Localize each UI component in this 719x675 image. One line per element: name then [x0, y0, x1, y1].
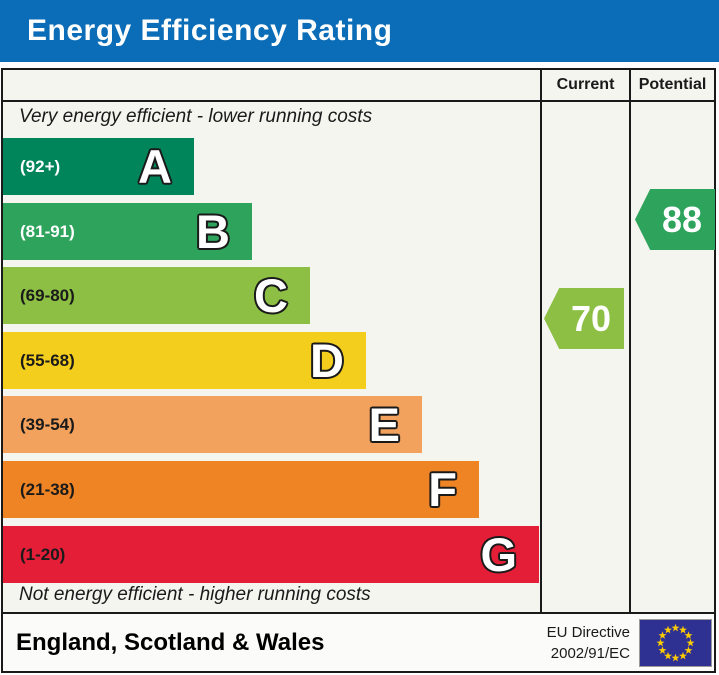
- band-range-label: (21-38): [20, 479, 75, 499]
- header-divider-line: [3, 100, 714, 102]
- band-row-c: (69-80) C: [3, 267, 310, 324]
- footer-row: England, Scotland & Wales EU Directive 2…: [3, 612, 714, 671]
- page-title: Energy Efficiency Rating: [27, 14, 393, 47]
- current-rating-value: 70: [570, 297, 612, 339]
- current-column-separator: [540, 70, 542, 612]
- rating-table: Current Potential Very energy efficient …: [1, 68, 716, 673]
- band-range-label: (69-80): [20, 285, 75, 305]
- band-letter: C: [254, 269, 288, 322]
- band-range-label: (81-91): [20, 221, 75, 241]
- band-row-f: (21-38) F: [3, 461, 479, 518]
- band-range-label: (92+): [20, 156, 61, 176]
- potential-column-separator: [629, 70, 631, 612]
- title-bar: Energy Efficiency Rating: [0, 0, 719, 62]
- band-row-d: (55-68) D: [3, 332, 366, 389]
- eu-directive-line2: 2002/91/EC: [550, 644, 630, 662]
- column-header-potential: Potential: [638, 76, 707, 93]
- eu-directive-label: EU Directive 2002/91/EC: [547, 622, 630, 664]
- band-row-g: (1-20) G: [3, 526, 539, 583]
- region-label: England, Scotland & Wales: [16, 628, 325, 656]
- potential-rating-value: 88: [661, 198, 703, 240]
- column-header-current: Current: [556, 76, 615, 93]
- band-letter: G: [480, 528, 517, 581]
- eu-directive-line1: EU Directive: [546, 623, 630, 641]
- band-letter: F: [428, 463, 457, 516]
- top-note: Very energy efficient - lower running co…: [19, 106, 373, 127]
- band-letter: D: [310, 334, 344, 387]
- band-range-label: (55-68): [20, 350, 75, 370]
- current-rating-arrow: 70: [544, 288, 624, 349]
- band-letter: B: [196, 205, 230, 258]
- band-letter: E: [368, 398, 400, 451]
- eu-flag-icon: [639, 618, 712, 667]
- bottom-note: Not energy efficient - higher running co…: [19, 584, 371, 605]
- band-letter: A: [138, 140, 172, 193]
- band-row-a: (92+) A: [3, 138, 194, 195]
- band-range-label: (39-54): [20, 414, 75, 434]
- potential-rating-arrow: 88: [635, 189, 715, 250]
- band-row-e: (39-54) E: [3, 396, 422, 453]
- band-row-b: (81-91) B: [3, 203, 252, 260]
- band-range-label: (1-20): [20, 544, 66, 564]
